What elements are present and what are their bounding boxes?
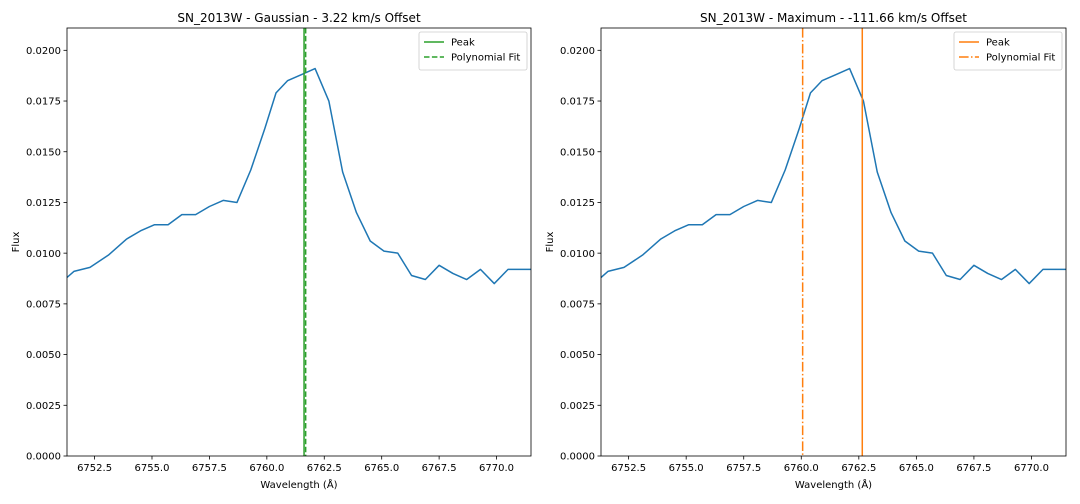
y-tick-label: 0.0050 (560, 350, 595, 361)
flux-spectrum-line (601, 67, 1066, 285)
x-tick-label: 6762.5 (841, 463, 876, 474)
x-tick-label: 6760.0 (784, 463, 819, 474)
legend-frame (953, 31, 1063, 71)
x-tick-label: 6757.5 (192, 463, 227, 474)
y-tick-label: 0.0175 (560, 97, 595, 108)
flux-spectrum-line (67, 67, 531, 285)
axes-frame (600, 27, 1067, 457)
y-tick-label: 0.0200 (560, 46, 595, 57)
x-tick-label: 6767.5 (422, 463, 457, 474)
legend-label: Polynomial Fit (986, 53, 1055, 64)
y-tick-label: 0.0150 (26, 147, 61, 158)
y-tick-label: 0.0100 (26, 249, 61, 260)
chart-title: SN_2013W - Maximum - -111.66 km/s Offset (700, 11, 967, 25)
x-tick-label: 6765.0 (899, 463, 934, 474)
x-tick-label: 6762.5 (307, 463, 342, 474)
y-tick-label: 0.0000 (560, 452, 595, 463)
x-axis-label: Wavelength (Å) (260, 478, 337, 491)
y-tick-label: 0.0125 (26, 198, 61, 209)
y-tick-label: 0.0000 (26, 452, 61, 463)
x-tick-label: 6755.0 (669, 463, 704, 474)
y-tick-label: 0.0025 (560, 401, 595, 412)
legend-frame (418, 31, 528, 71)
y-tick-label: 0.0025 (26, 401, 61, 412)
chart-title: SN_2013W - Gaussian - 3.22 km/s Offset (177, 11, 421, 25)
y-tick-label: 0.0175 (26, 97, 61, 108)
y-tick-label: 0.0125 (560, 198, 595, 209)
x-tick-label: 6767.5 (956, 463, 991, 474)
y-axis-label: Flux (545, 232, 556, 253)
legend: Peak Polynomial Fit (953, 31, 1063, 71)
axes-frame (66, 27, 532, 457)
y-tick-label: 0.0100 (560, 249, 595, 260)
legend: Peak Polynomial Fit (418, 31, 528, 71)
y-tick-label: 0.0050 (26, 350, 61, 361)
legend-label: Peak (451, 38, 475, 49)
x-tick-label: 6752.5 (77, 463, 112, 474)
x-tick-label: 6770.0 (1014, 463, 1049, 474)
x-tick-label: 6770.0 (479, 463, 514, 474)
y-tick-label: 0.0200 (26, 46, 61, 57)
y-tick-label: 0.0075 (26, 299, 61, 310)
y-axis-label: Flux (11, 232, 22, 253)
x-tick-label: 6752.5 (611, 463, 646, 474)
y-tick-label: 0.0075 (560, 299, 595, 310)
x-tick-label: 6760.0 (249, 463, 284, 474)
x-tick-label: 6755.0 (134, 463, 169, 474)
x-tick-label: 6757.5 (726, 463, 761, 474)
legend-label: Peak (986, 38, 1010, 49)
legend-label: Polynomial Fit (451, 53, 520, 64)
y-tick-label: 0.0150 (560, 147, 595, 158)
x-tick-label: 6765.0 (364, 463, 399, 474)
x-axis-label: Wavelength (Å) (795, 478, 872, 491)
